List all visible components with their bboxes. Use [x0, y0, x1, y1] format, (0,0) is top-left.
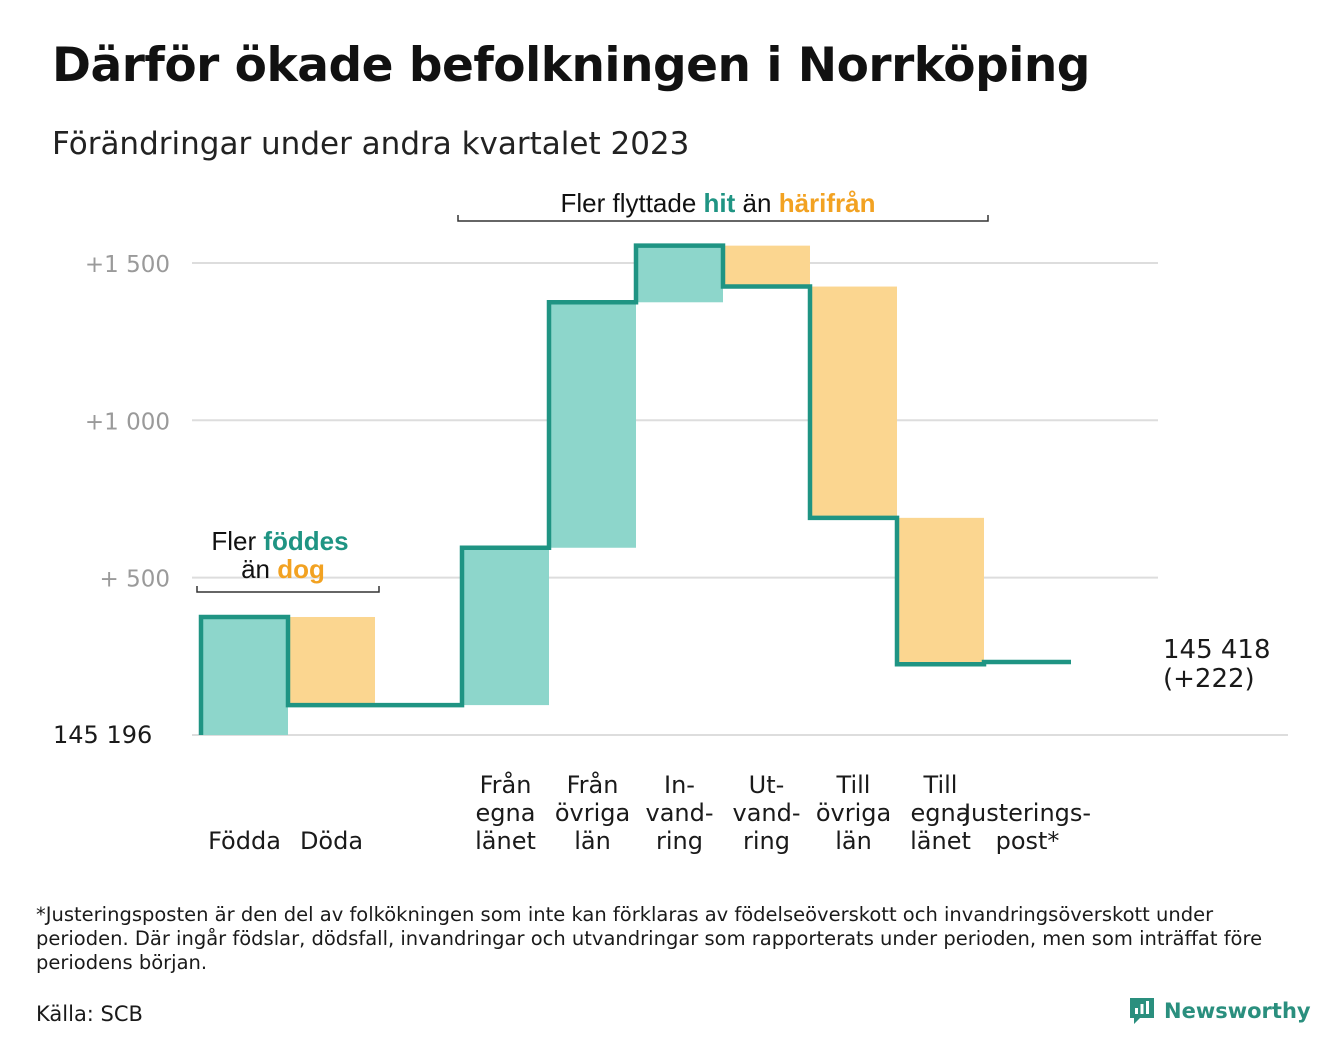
y-tick-label-1: +1 000: [85, 409, 170, 435]
category-label-8: Till egna länet: [910, 771, 971, 855]
y-tick-label-0: + 500: [100, 567, 170, 593]
footnote: *Justeringsposten är den del av folkökni…: [36, 903, 1263, 974]
category-label-0: Födda: [208, 827, 281, 855]
end-change-label: (+222): [1163, 664, 1255, 694]
births-annotation-line2: än dog: [241, 554, 325, 584]
chart-title: Därför ökade befolkningen i Norrköping: [52, 38, 1090, 93]
bar-8: [897, 517, 984, 665]
bar-6: [723, 245, 810, 287]
births-bracket: [196, 586, 380, 593]
category-label-5: In-vand-ring: [645, 771, 713, 855]
end-value-label: 145 418: [1163, 635, 1271, 665]
category-label-9: Justerings-post*: [962, 799, 1091, 855]
waterfall-chart: + 500 +1 000 +1 500 145 196 Födda Döda Från egn…: [53, 188, 1288, 855]
migration-bracket: [457, 215, 989, 222]
births-annotation-line1: Fler föddes: [211, 526, 348, 556]
bar-4: [549, 302, 636, 548]
category-label-7: Till övriga län: [816, 771, 891, 855]
waterfall-step-line: [198, 243, 1071, 735]
category-label-1: Döda: [300, 827, 363, 855]
bar-7: [810, 286, 897, 518]
category-label-3: Från egna länet: [475, 770, 536, 855]
migration-annotation: Fler flyttade hit än härifrån: [560, 188, 875, 218]
bar-5: [636, 245, 723, 303]
bar-1: [288, 616, 375, 706]
start-value-label: 145 196: [53, 721, 152, 749]
brand-logo: Newsworthy: [1128, 996, 1311, 1026]
source-note: Källa: SCB: [36, 1002, 143, 1026]
category-label-4: Från övriga län: [555, 770, 630, 855]
chart-subtitle: Förändringar under andra kvartalet 2023: [52, 126, 690, 162]
newsworthy-logo-icon: [1130, 998, 1154, 1024]
category-label-6: Ut-vand-ring: [732, 771, 800, 855]
brand-name: Newsworthy: [1164, 999, 1311, 1023]
bar-3: [462, 547, 549, 706]
bar-0: [201, 616, 288, 735]
y-tick-label-2: +1 500: [85, 252, 170, 278]
